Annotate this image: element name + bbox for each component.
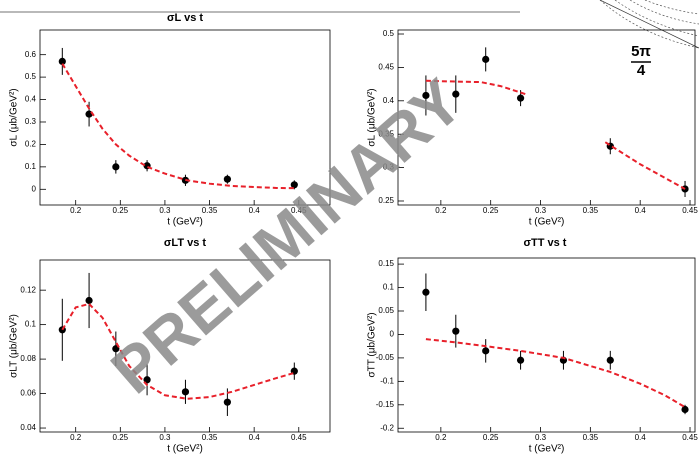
y-tick-label: 0.5 <box>25 72 37 81</box>
y-tick-label: 0 <box>32 184 37 193</box>
fit-curve <box>425 338 686 409</box>
y-tick-label: 0.3 <box>383 163 395 172</box>
data-point <box>85 296 93 305</box>
data-point <box>58 57 66 66</box>
data-point <box>606 356 614 364</box>
y-tick-label: -0.05 <box>376 353 395 362</box>
x-axis-label: t (GeV²) <box>167 217 203 228</box>
plot-frame <box>397 29 696 206</box>
y-tick-label: 0 <box>390 330 395 339</box>
x-tick-label: 0.3 <box>535 206 547 215</box>
y-tick-label: 0.1 <box>25 162 37 171</box>
plot-frame <box>39 29 331 206</box>
data-point <box>482 347 490 355</box>
y-tick-label: 0.35 <box>378 129 394 138</box>
x-tick-label: 0.3 <box>535 433 547 442</box>
panel: σTT vs t t (GeV²) σTT (μb/GeV²) 0.2 0.25 0.3 0… <box>367 237 699 454</box>
x-tick-label: 0.4 <box>249 433 261 442</box>
x-tick-label: 0.45 <box>291 206 307 215</box>
panel-title: σLT vs t <box>164 237 206 249</box>
y-axis-label: σL (μb/GeV²) <box>9 88 20 146</box>
y-tick-label: 0.3 <box>25 117 37 126</box>
y-tick-label: 0.4 <box>383 96 395 105</box>
x-tick-label: 0.45 <box>682 433 698 442</box>
corner-denominator: 4 <box>637 62 646 79</box>
y-axis-label: σLT (μb/GeV²) <box>9 314 20 378</box>
data-point <box>223 398 231 406</box>
x-tick-label: 0.35 <box>583 206 599 215</box>
x-tick-label: 0.3 <box>159 433 171 442</box>
data-point <box>223 175 231 183</box>
y-tick-label: 0.05 <box>378 306 394 315</box>
y-tick-label: -0.2 <box>380 423 394 432</box>
y-tick-label: 0.1 <box>25 320 37 329</box>
data-point <box>422 288 430 296</box>
x-tick-label: 0.25 <box>113 433 129 442</box>
x-tick-label: 0.35 <box>202 206 218 215</box>
y-tick-label: 0.5 <box>383 29 395 38</box>
data-point <box>516 94 525 102</box>
panel: t (GeV²) σL (μb/GeV²) 0.2 0.25 0.3 0.35 0.4 0.4… <box>367 29 699 228</box>
y-axis-label: σL (μb/GeV²) <box>367 88 378 146</box>
y-tick-label: 0.2 <box>25 140 37 149</box>
x-tick-label: 0.3 <box>159 206 171 215</box>
y-tick-label: -0.1 <box>380 376 394 385</box>
y-tick-label: 0.1 <box>383 283 395 292</box>
y-tick-label: 0.04 <box>20 423 36 432</box>
x-tick-label: 0.4 <box>249 206 261 215</box>
y-tick-label: 0.6 <box>25 50 37 59</box>
fit-curve <box>61 63 295 190</box>
y-tick-label: 0.4 <box>25 95 37 104</box>
x-tick-label: 0.25 <box>113 206 129 215</box>
y-tick-label: 0.45 <box>378 63 394 72</box>
fit-curve <box>61 302 295 400</box>
plot-frame <box>39 259 331 433</box>
corner-decoration <box>599 0 699 49</box>
data-point <box>422 91 430 100</box>
x-axis-label: t (GeV²) <box>529 217 565 228</box>
corner-numerator: 5π <box>631 43 651 60</box>
x-tick-label: 0.4 <box>635 433 647 442</box>
panel-title: σL vs t <box>167 12 203 24</box>
data-point <box>482 55 490 63</box>
y-tick-label: 0.15 <box>378 259 394 268</box>
x-tick-label: 0.45 <box>682 206 698 215</box>
x-axis-label: t (GeV²) <box>167 444 203 454</box>
x-tick-label: 0.25 <box>483 206 499 215</box>
panel: σL vs t t (GeV²) σL (μb/GeV²) 0.2 0.25 0.3 0.3… <box>9 12 331 228</box>
x-axis-label: t (GeV²) <box>529 444 565 454</box>
data-point <box>516 356 525 364</box>
data-point <box>290 181 298 189</box>
x-tick-label: 0.25 <box>483 433 499 442</box>
y-axis-label: σTT (μb/GeV²) <box>367 312 378 377</box>
data-point <box>112 163 120 171</box>
x-tick-label: 0.45 <box>291 433 307 442</box>
x-tick-label: 0.2 <box>435 433 447 442</box>
x-tick-label: 0.2 <box>70 433 82 442</box>
fit-curve <box>425 79 686 190</box>
y-tick-label: 0.06 <box>20 389 36 398</box>
watermark: PRELIMINARY <box>98 65 476 407</box>
data-point <box>452 90 460 98</box>
panel-title: σTT vs t <box>524 237 567 249</box>
x-tick-label: 0.35 <box>202 433 218 442</box>
panel: σLT vs t t (GeV²) σLT (μb/GeV²) 0.2 0.25 0.3 0… <box>9 237 331 454</box>
x-tick-label: 0.2 <box>70 206 82 215</box>
x-tick-label: 0.4 <box>635 206 647 215</box>
y-tick-label: 0.08 <box>20 354 36 363</box>
plot-frame <box>397 257 696 433</box>
y-tick-label: -0.15 <box>376 400 395 409</box>
x-tick-label: 0.35 <box>583 433 599 442</box>
y-tick-label: 0.25 <box>378 196 394 205</box>
data-point <box>181 388 190 396</box>
y-tick-label: 0.12 <box>20 285 36 294</box>
x-tick-label: 0.2 <box>435 206 447 215</box>
data-point <box>681 405 689 414</box>
data-point <box>452 327 460 335</box>
